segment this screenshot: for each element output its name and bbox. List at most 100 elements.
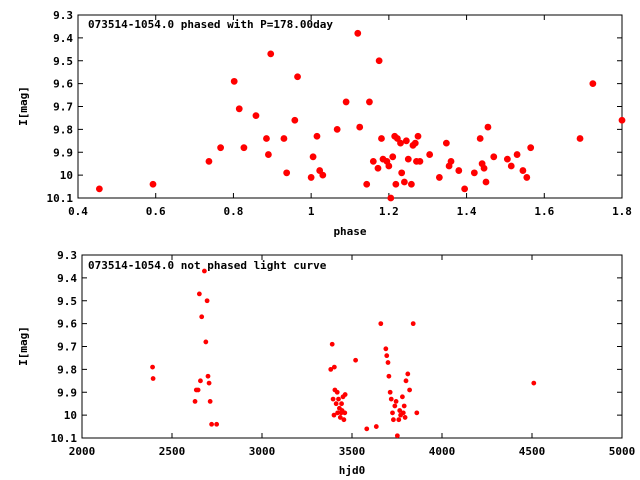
data-point bbox=[416, 157, 424, 165]
x-tick-label: 1.6 bbox=[534, 205, 554, 218]
y-tick-label: 10 bbox=[64, 409, 77, 422]
x-tick-label: 3000 bbox=[249, 445, 276, 458]
x-axis-label: hjd0 bbox=[339, 464, 366, 477]
data-points bbox=[95, 29, 626, 202]
data-point bbox=[396, 417, 402, 423]
data-point bbox=[198, 378, 203, 384]
data-point bbox=[149, 180, 157, 188]
x-tick-label: 1.8 bbox=[612, 205, 632, 218]
data-point bbox=[333, 125, 341, 133]
data-point bbox=[342, 392, 348, 397]
data-point bbox=[313, 132, 321, 140]
data-point bbox=[523, 174, 531, 181]
y-tick-label: 9.9 bbox=[53, 146, 73, 159]
chart-title: 073514-1054.0 phased with P=178.00day bbox=[88, 18, 333, 31]
data-point bbox=[319, 171, 327, 179]
x-tick-label: 5000 bbox=[609, 445, 636, 458]
data-point bbox=[363, 180, 371, 188]
x-tick-label: 4500 bbox=[519, 445, 546, 458]
data-point bbox=[378, 321, 384, 327]
data-point bbox=[410, 321, 416, 327]
data-point bbox=[392, 403, 398, 409]
data-point bbox=[383, 346, 389, 352]
data-point bbox=[204, 298, 210, 304]
x-tick-label: 2500 bbox=[159, 445, 186, 458]
data-point bbox=[342, 98, 350, 106]
data-point bbox=[387, 194, 395, 202]
data-point bbox=[150, 376, 156, 381]
data-point bbox=[307, 174, 315, 181]
data-point bbox=[390, 410, 395, 416]
data-point bbox=[230, 77, 238, 85]
y-tick-label: 9.4 bbox=[53, 32, 73, 45]
data-point bbox=[235, 105, 243, 113]
data-point bbox=[341, 417, 347, 423]
data-point bbox=[354, 29, 362, 37]
data-point bbox=[394, 433, 400, 439]
data-point bbox=[331, 412, 337, 418]
data-point bbox=[400, 410, 406, 416]
data-point bbox=[207, 398, 213, 404]
x-tick-label: 4000 bbox=[429, 445, 456, 458]
data-point bbox=[192, 398, 198, 404]
x-tick-label: 2000 bbox=[69, 445, 96, 458]
data-point bbox=[389, 153, 397, 161]
data-point bbox=[411, 139, 419, 147]
data-point bbox=[209, 421, 215, 427]
y-tick-label: 9.7 bbox=[53, 101, 73, 114]
data-point bbox=[414, 132, 422, 140]
data-point bbox=[403, 378, 409, 384]
data-point bbox=[490, 153, 498, 161]
data-point bbox=[404, 155, 412, 163]
y-tick-label: 9.6 bbox=[53, 78, 73, 91]
data-point bbox=[283, 169, 291, 177]
data-point bbox=[414, 410, 420, 416]
data-point bbox=[435, 174, 443, 181]
data-point bbox=[470, 169, 478, 177]
data-point bbox=[397, 139, 404, 147]
data-point bbox=[337, 415, 343, 420]
data-point bbox=[455, 167, 463, 174]
data-point bbox=[291, 116, 299, 124]
y-axis-label: I[mag] bbox=[17, 326, 30, 366]
data-point bbox=[402, 415, 408, 420]
data-point bbox=[201, 268, 207, 274]
data-point bbox=[589, 80, 597, 88]
data-point bbox=[206, 380, 212, 386]
data-point bbox=[392, 180, 400, 188]
data-point bbox=[203, 339, 209, 345]
data-point bbox=[618, 116, 626, 124]
plot-frame bbox=[81, 254, 623, 439]
data-point bbox=[476, 135, 484, 142]
x-tick-label: 0.8 bbox=[223, 205, 243, 218]
data-point bbox=[373, 424, 379, 429]
data-point bbox=[507, 162, 515, 170]
data-point bbox=[398, 169, 406, 177]
data-point bbox=[217, 144, 225, 152]
data-point bbox=[387, 389, 393, 395]
data-point bbox=[480, 164, 488, 172]
data-point bbox=[385, 162, 393, 170]
data-point bbox=[484, 123, 492, 131]
data-point bbox=[205, 157, 213, 165]
y-tick-label: 9.5 bbox=[53, 55, 73, 68]
data-point bbox=[214, 421, 220, 427]
y-tick-label: 10.1 bbox=[51, 432, 78, 445]
plot-frame bbox=[77, 14, 623, 199]
data-point bbox=[366, 98, 373, 106]
data-point bbox=[328, 366, 334, 372]
data-point bbox=[447, 157, 455, 165]
y-tick-label: 9.6 bbox=[57, 318, 77, 331]
data-point bbox=[385, 360, 391, 365]
y-tick-label: 9.7 bbox=[57, 341, 77, 354]
y-tick-label: 9.3 bbox=[53, 9, 73, 22]
data-point bbox=[513, 151, 521, 158]
data-point bbox=[264, 151, 272, 158]
data-point bbox=[402, 137, 410, 145]
y-tick-label: 9.5 bbox=[57, 295, 77, 308]
data-point bbox=[519, 167, 527, 174]
data-point bbox=[401, 403, 407, 409]
y-tick-label: 10 bbox=[60, 169, 73, 182]
axis-ticks: 0.4 0.6 0.8 1 1.2 1.4 1.6 1.8 9.3 9.4 9.5 9.6 9.7 9.8… bbox=[47, 9, 632, 218]
data-point bbox=[339, 401, 344, 407]
